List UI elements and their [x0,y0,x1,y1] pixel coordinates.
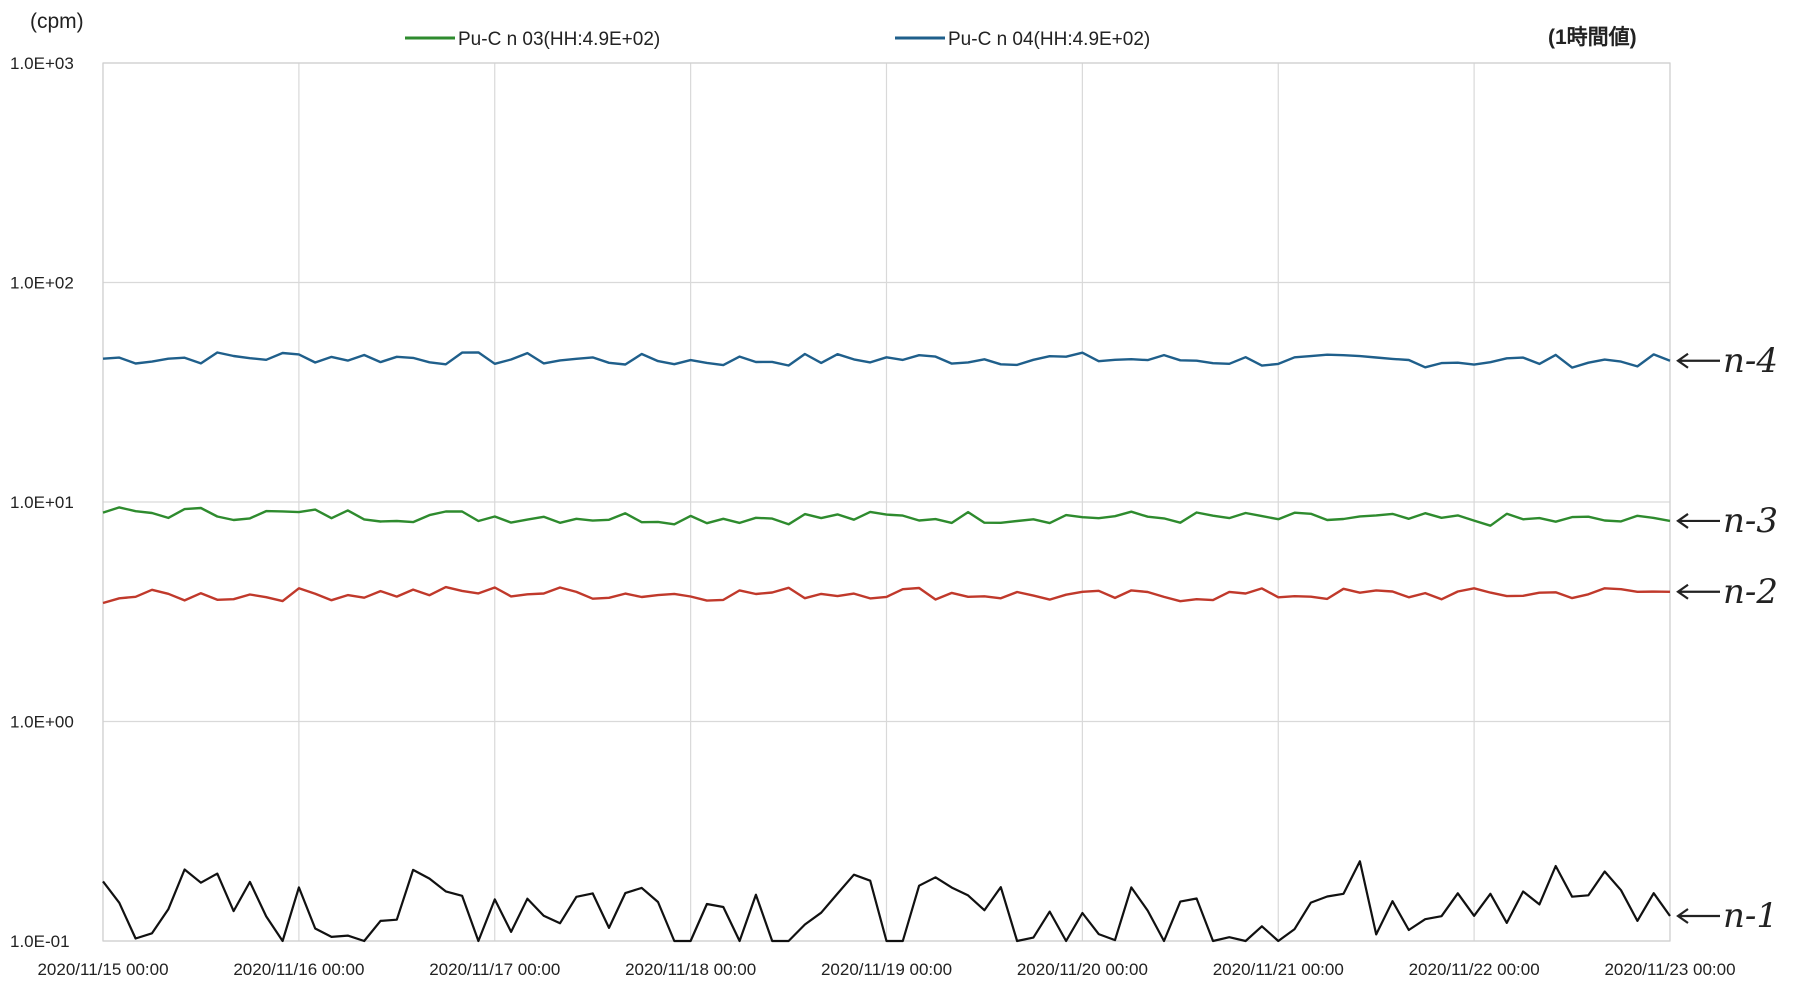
series-arrow-n-4 [1676,352,1720,369]
y-tick-label: 1.0E+02 [10,274,74,293]
grid [102,62,1671,942]
x-tick-label: 2020/11/19 00:00 [821,960,952,979]
y-tick-label: 1.0E+00 [10,713,74,732]
x-tick-label: 2020/11/23 00:00 [1604,960,1735,979]
series-lines [102,351,1671,943]
series-labels: n-4 n-3 n-2 n-1 [1676,341,1778,936]
x-tick-label: 2020/11/16 00:00 [233,960,364,979]
x-tick-label: 2020/11/20 00:00 [1017,960,1148,979]
y-tick-label: 1.0E+01 [10,493,74,512]
series-label-n-1: n-1 [1723,896,1778,936]
series-arrow-n-3 [1676,513,1720,529]
series-line-n-3 [102,506,1671,527]
x-tick-label: 2020/11/22 00:00 [1409,960,1540,979]
x-tick-label: 2020/11/17 00:00 [429,960,560,979]
series-arrow-n-1 [1676,908,1720,924]
y-axis-unit-label: (cpm) [30,10,84,33]
x-tick-label: 2020/11/15 00:00 [37,960,168,979]
y-axis-ticks: 1.0E-01 1.0E+00 1.0E+01 1.0E+02 1.0E+03 [10,54,74,951]
series-label-n-3: n-3 [1723,501,1778,541]
chart-note: (1時間値) [1548,25,1637,49]
legend: Pu-C n 03(HH:4.9E+02) Pu-C n 04(HH:4.9E+… [405,29,1150,50]
series-label-n-2: n-2 [1723,572,1778,612]
x-tick-label: 2020/11/21 00:00 [1213,960,1344,979]
y-tick-label: 1.0E+03 [10,54,74,73]
series-line-n-4 [102,351,1671,369]
series-line-n-2 [102,585,1671,605]
y-tick-label: 1.0E-01 [10,932,70,951]
x-axis-ticks: 2020/11/15 00:00 2020/11/16 00:00 2020/11/… [37,960,1735,979]
legend-label-cn03: Pu-C n 03(HH:4.9E+02) [458,29,660,50]
series-line-n-1 [102,860,1671,943]
x-tick-label: 2020/11/18 00:00 [625,960,756,979]
series-arrow-n-2 [1676,583,1720,600]
legend-label-cn04: Pu-C n 04(HH:4.9E+02) [948,29,1150,50]
series-label-n-4: n-4 [1723,341,1778,381]
